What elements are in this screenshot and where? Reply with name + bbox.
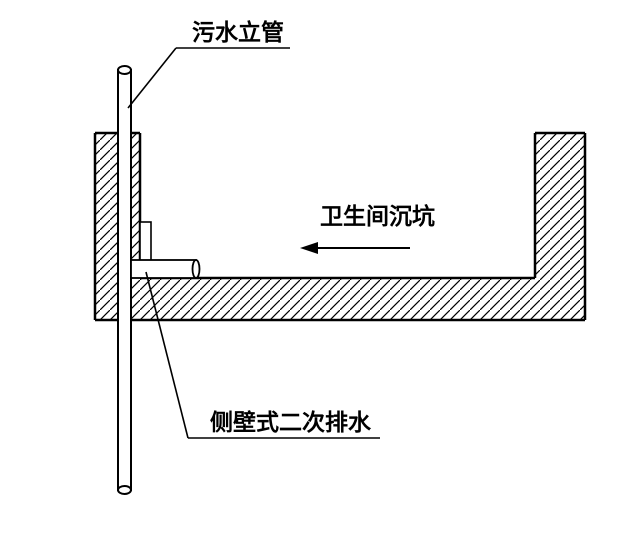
drainage-diagram: 卫生间沉坑 污水立管 侧壁式二次排水 xyxy=(0,0,640,533)
sump-label: 卫生间沉坑 xyxy=(320,203,435,229)
pipe-leader xyxy=(128,48,290,108)
secondary-drain-fitting xyxy=(131,222,200,278)
drain-label: 侧壁式二次排水 xyxy=(210,409,372,435)
pipe-label: 污水立管 xyxy=(192,19,284,45)
flow-arrow xyxy=(300,242,410,254)
sewage-riser-pipe xyxy=(118,66,131,494)
